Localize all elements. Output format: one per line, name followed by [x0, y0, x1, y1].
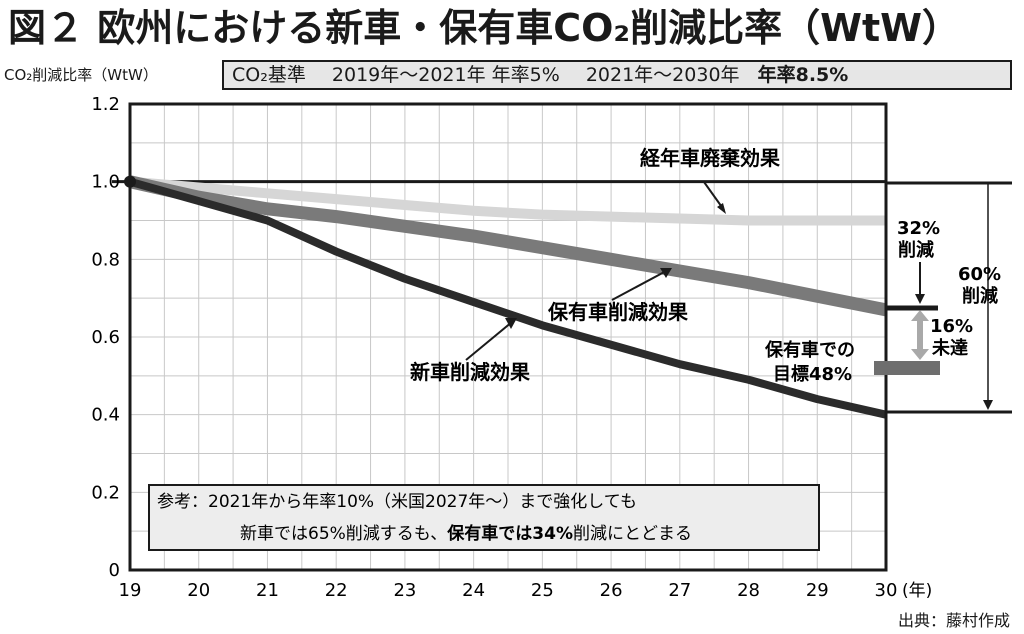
x-tick-label: 21	[256, 580, 279, 601]
newcar-pointer	[465, 321, 513, 361]
series-line-1	[128, 177, 887, 419]
page-title: 図２ 欧州における新車・保有車CO₂削減比率（WtW）	[8, 6, 961, 50]
x-tick-label: 24	[462, 580, 485, 601]
plot-frame	[128, 102, 888, 572]
note-line2b: 保有車では34%	[446, 523, 573, 544]
x-tick-labels: 19 20 21 22 23 24 25 26 27 28 29 30	[119, 580, 898, 601]
x-tick-label: 25	[531, 580, 554, 601]
x-tick-label: 30	[875, 580, 898, 601]
x-tick-label: 20	[187, 580, 210, 601]
y-axis-label: CO₂削減比率（WtW）	[4, 66, 158, 84]
y-tick-label: 0.6	[91, 327, 120, 348]
cond-period2: 2021年〜2030年	[585, 64, 740, 86]
newcar-pointer-head	[505, 318, 517, 329]
label-cut32-b: 削減	[898, 239, 934, 261]
label-cut60-b: 削減	[962, 285, 998, 307]
x-tick-label: 26	[600, 580, 623, 601]
series-line-3	[129, 176, 886, 226]
y-tick-label: 1.2	[91, 94, 120, 115]
cond-period1: 2019年〜2021年 年率5%	[331, 64, 560, 86]
label-short16-b: 未達	[932, 338, 968, 359]
source-credit: 出典：藤村作成	[897, 611, 1010, 630]
shortfall-arrow-head-down	[911, 349, 929, 360]
fleet-pointer	[611, 269, 669, 301]
cond-rate2: 年率8.5%	[757, 64, 849, 86]
target-bar	[874, 361, 940, 375]
label-short16-a: 16%	[930, 316, 973, 337]
label-newcar: 新車削減効果	[410, 360, 530, 384]
label-scrap: 経年車廃棄効果	[640, 146, 780, 170]
x-tick-label: 28	[737, 580, 760, 601]
x-tick-label: 29	[806, 580, 829, 601]
fleet-pointer-head	[660, 268, 672, 278]
series-lines	[124, 175, 888, 419]
y-tick-label: 0.2	[91, 482, 120, 503]
cut32-arrow-head	[915, 294, 925, 304]
x-tick-label: 19	[119, 580, 142, 601]
series-line-2	[128, 175, 888, 317]
note-line2c: 削減にとどまる	[573, 524, 692, 544]
y-tick-label: 1.0	[91, 172, 120, 193]
note-box	[148, 484, 820, 551]
shortfall-arrow-head-up	[911, 310, 929, 321]
y-tick-labels: 0 0.2 0.4 0.6 0.8 1.0 1.2	[91, 94, 120, 581]
x-tick-label: 22	[325, 580, 348, 601]
y-tick-label: 0.4	[91, 405, 120, 426]
label-fleet: 保有車削減効果	[547, 300, 688, 324]
note-line2: 新車では65%削減するも、保有車では34%削減にとどまる	[240, 523, 692, 544]
x-unit-label: (年)	[902, 581, 932, 601]
note-line1: 参考：2021年から年率10%（米国2027年〜）まで強化しても	[157, 492, 637, 512]
conditions-box: CO₂基準 2019年〜2021年 年率5% 2021年〜2030年 年率8.5…	[222, 60, 1012, 90]
x-tick-label: 27	[668, 580, 691, 601]
cut60-arrow-head	[983, 400, 993, 410]
y-tick-label: 0.8	[91, 249, 120, 270]
note-line2a: 新車では65%削減するも、	[240, 524, 447, 544]
label-target-a: 保有車での	[764, 339, 855, 361]
x-tick-label: 23	[393, 580, 416, 601]
scrap-pointer-head	[717, 203, 726, 214]
label-cut32-a: 32%	[897, 218, 940, 239]
y-tick-label: 0	[109, 560, 120, 581]
label-cut60-a: 60%	[958, 264, 1001, 285]
cond-base: CO₂基準	[232, 64, 306, 86]
label-target-b: 目標48%	[773, 363, 852, 385]
